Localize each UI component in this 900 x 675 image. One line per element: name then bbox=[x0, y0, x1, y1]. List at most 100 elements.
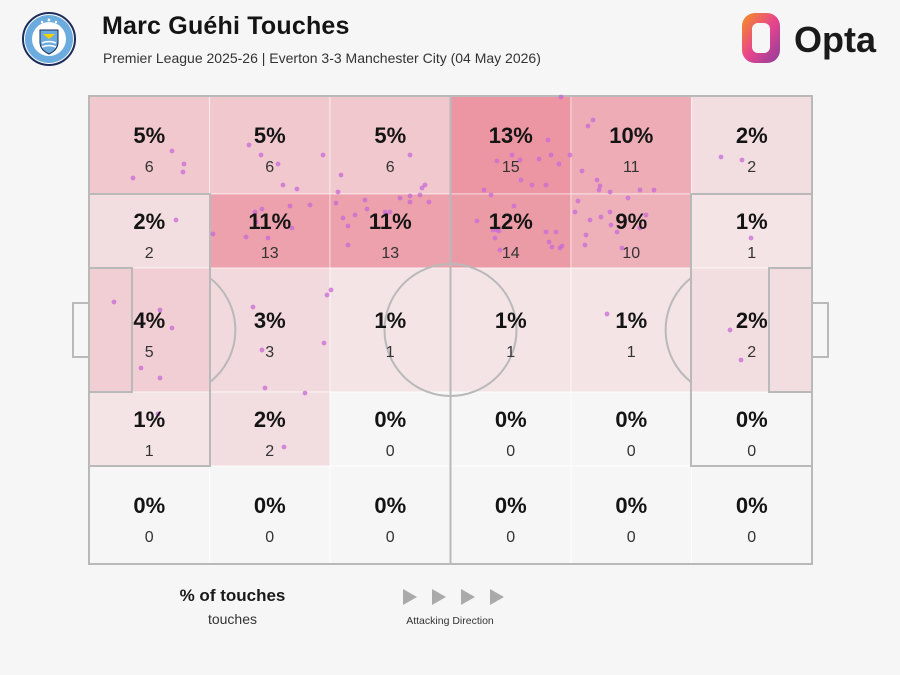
cell-percentage-label: 1% bbox=[495, 308, 527, 333]
touch-point bbox=[181, 161, 187, 167]
cell-percentage-label: 2% bbox=[133, 209, 165, 234]
cell-percentage-label: 2% bbox=[736, 308, 768, 333]
touch-point bbox=[637, 225, 643, 231]
heat-cell bbox=[570, 95, 692, 195]
touch-point bbox=[536, 156, 542, 162]
cell-count-label: 0 bbox=[506, 529, 515, 546]
cell-count-label: 0 bbox=[506, 443, 515, 460]
touch-point bbox=[727, 327, 733, 333]
cell-count-label: 2 bbox=[265, 443, 274, 460]
cell-count-label: 5 bbox=[145, 344, 154, 361]
cell-count-label: 6 bbox=[265, 159, 274, 176]
touch-point bbox=[243, 234, 249, 240]
touch-point bbox=[352, 212, 358, 218]
touch-point bbox=[558, 94, 564, 100]
touch-point bbox=[258, 152, 264, 158]
heat-cell bbox=[570, 267, 692, 393]
cell-percentage-label: 0% bbox=[615, 407, 647, 432]
touch-point bbox=[582, 242, 588, 248]
touch-point bbox=[253, 219, 259, 225]
touch-point bbox=[307, 202, 313, 208]
cell-percentage-label: 1% bbox=[374, 308, 406, 333]
cell-count-label: 0 bbox=[386, 443, 395, 460]
cell-percentage-label: 3% bbox=[254, 308, 286, 333]
touch-point bbox=[281, 444, 287, 450]
touch-point bbox=[275, 161, 281, 167]
touch-point bbox=[608, 222, 614, 228]
touch-point bbox=[494, 158, 500, 164]
left-goal bbox=[72, 302, 90, 358]
touch-point bbox=[419, 185, 425, 191]
cell-count-label: 3 bbox=[265, 344, 274, 361]
cell-count-label: 14 bbox=[502, 245, 520, 262]
cell-count-label: 1 bbox=[747, 245, 756, 262]
touch-point bbox=[651, 187, 657, 193]
touch-point bbox=[529, 182, 535, 188]
touch-point bbox=[259, 347, 265, 353]
cell-percentage-label: 1% bbox=[736, 209, 768, 234]
touch-point bbox=[518, 177, 524, 183]
touch-point bbox=[738, 357, 744, 363]
cell-percentage-label: 5% bbox=[254, 123, 286, 148]
cell-percentage-label: 0% bbox=[495, 493, 527, 518]
touch-point bbox=[302, 390, 308, 396]
touch-point bbox=[590, 117, 596, 123]
heat-cell bbox=[88, 95, 210, 195]
touch-point bbox=[509, 152, 515, 158]
touch-point bbox=[173, 217, 179, 223]
touch-point bbox=[585, 123, 591, 129]
cell-percentage-label: 5% bbox=[374, 123, 406, 148]
heat-cell bbox=[329, 193, 451, 269]
touch-point bbox=[335, 189, 341, 195]
cell-percentage-label: 0% bbox=[736, 407, 768, 432]
touch-point bbox=[543, 182, 549, 188]
touch-point bbox=[262, 385, 268, 391]
right-goal bbox=[811, 302, 829, 358]
touch-point bbox=[517, 157, 523, 163]
touch-point bbox=[280, 182, 286, 188]
touch-point bbox=[362, 197, 368, 203]
touch-point bbox=[345, 223, 351, 229]
cell-percentage-label: 12% bbox=[489, 209, 533, 234]
touch-point bbox=[321, 340, 327, 346]
touch-point bbox=[155, 411, 161, 417]
touch-point bbox=[340, 215, 346, 221]
manchester-city-crest-icon bbox=[22, 12, 76, 66]
touch-point bbox=[594, 177, 600, 183]
touch-point bbox=[549, 244, 555, 250]
touch-point bbox=[718, 154, 724, 160]
heat-cell bbox=[691, 267, 813, 393]
heat-cell bbox=[329, 95, 451, 195]
touch-point bbox=[545, 137, 551, 143]
touch-point bbox=[407, 152, 413, 158]
touch-point bbox=[324, 292, 330, 298]
heat-cell bbox=[570, 193, 692, 269]
touch-point bbox=[294, 186, 300, 192]
heat-cell bbox=[450, 267, 572, 393]
arrow-right-icon bbox=[403, 589, 417, 605]
left-penalty-arc bbox=[209, 277, 237, 383]
right-penalty-arc bbox=[664, 277, 692, 383]
touch-point bbox=[259, 206, 265, 212]
match-subtitle: Premier League 2025-26 | Everton 3-3 Man… bbox=[103, 50, 541, 66]
touch-point bbox=[345, 242, 351, 248]
touch-point bbox=[407, 199, 413, 205]
touch-point bbox=[488, 192, 494, 198]
touch-point bbox=[130, 175, 136, 181]
touch-point bbox=[607, 209, 613, 215]
heat-cell bbox=[329, 267, 451, 393]
cell-count-label: 0 bbox=[747, 443, 756, 460]
touch-point bbox=[748, 235, 754, 241]
touch-point bbox=[474, 218, 480, 224]
touch-point bbox=[338, 172, 344, 178]
cell-count-label: 6 bbox=[145, 159, 154, 176]
opta-logo: Opta bbox=[738, 10, 883, 68]
cell-count-label: 0 bbox=[145, 529, 154, 546]
cell-count-label: 0 bbox=[265, 529, 274, 546]
touch-point bbox=[382, 209, 388, 215]
touch-point bbox=[575, 198, 581, 204]
cell-percentage-label: 1% bbox=[133, 407, 165, 432]
cell-count-label: 1 bbox=[386, 344, 395, 361]
touch-point bbox=[252, 209, 258, 215]
cell-count-label: 1 bbox=[506, 344, 515, 361]
